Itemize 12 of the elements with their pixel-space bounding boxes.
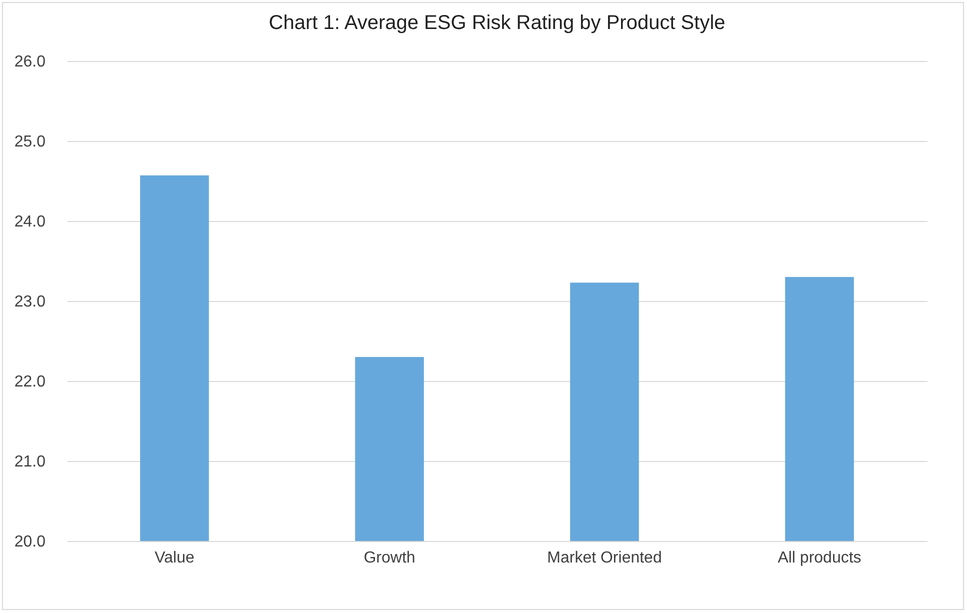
x-tick-label: Value bbox=[154, 550, 194, 566]
y-tick-label: 22.0 bbox=[14, 374, 46, 390]
y-tick-label: 24.0 bbox=[14, 214, 46, 230]
y-tick-label: 23.0 bbox=[14, 294, 46, 310]
y-tick-label: 25.0 bbox=[14, 134, 46, 150]
x-tick-label: Market Oriented bbox=[547, 550, 662, 566]
x-tick-label: Growth bbox=[364, 550, 416, 566]
y-tick-label: 26.0 bbox=[14, 54, 46, 70]
y-tick-label: 20.0 bbox=[14, 534, 46, 550]
x-tick-label: All products bbox=[778, 550, 862, 566]
chart-title: Chart 1: Average ESG Risk Rating by Product Style bbox=[268, 12, 726, 34]
y-tick-label: 21.0 bbox=[14, 454, 46, 470]
